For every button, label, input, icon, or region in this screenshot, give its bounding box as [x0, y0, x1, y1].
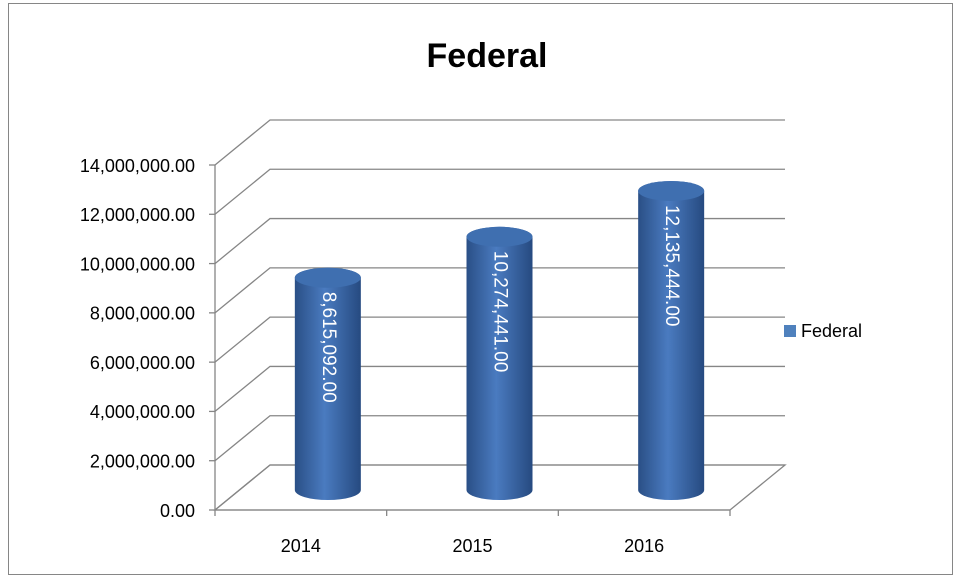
y-tick-label: 0.00	[160, 501, 195, 521]
bar-top	[638, 180, 705, 201]
grid-line	[214, 168, 785, 215]
grid-line	[214, 316, 785, 363]
y-tick-label: 10,000,000.00	[80, 254, 195, 274]
y-tick-label: 14,000,000.00	[80, 156, 195, 176]
bar	[638, 180, 705, 500]
legend-label: Federal	[801, 321, 862, 341]
grid-line	[214, 415, 785, 462]
y-tick-label: 4,000,000.00	[90, 402, 195, 422]
grid-line	[214, 217, 785, 265]
y-tick-label: 12,000,000.00	[80, 205, 195, 225]
x-tick-label: 2016	[624, 536, 664, 556]
y-tick-label: 6,000,000.00	[90, 353, 195, 373]
y-tick-label: 8,000,000.00	[90, 304, 195, 324]
bar-top	[466, 226, 533, 247]
x-tick-label: 2015	[452, 536, 492, 556]
grid-line	[214, 365, 785, 412]
bar	[294, 267, 361, 500]
y-tick-label: 2,000,000.00	[90, 451, 195, 471]
chart-title: Federal	[427, 37, 548, 75]
value-label: 10,274,441.00	[489, 251, 510, 373]
x-tick-label: 2014	[281, 536, 321, 556]
grid-line	[214, 119, 785, 166]
bar	[466, 226, 533, 500]
bar-top	[294, 267, 361, 288]
value-label: 8,615,092.00	[318, 292, 339, 403]
grid-line	[214, 464, 785, 511]
legend-swatch	[784, 325, 796, 337]
value-label: 12,135,444.00	[661, 205, 682, 327]
grid-line	[214, 267, 785, 314]
